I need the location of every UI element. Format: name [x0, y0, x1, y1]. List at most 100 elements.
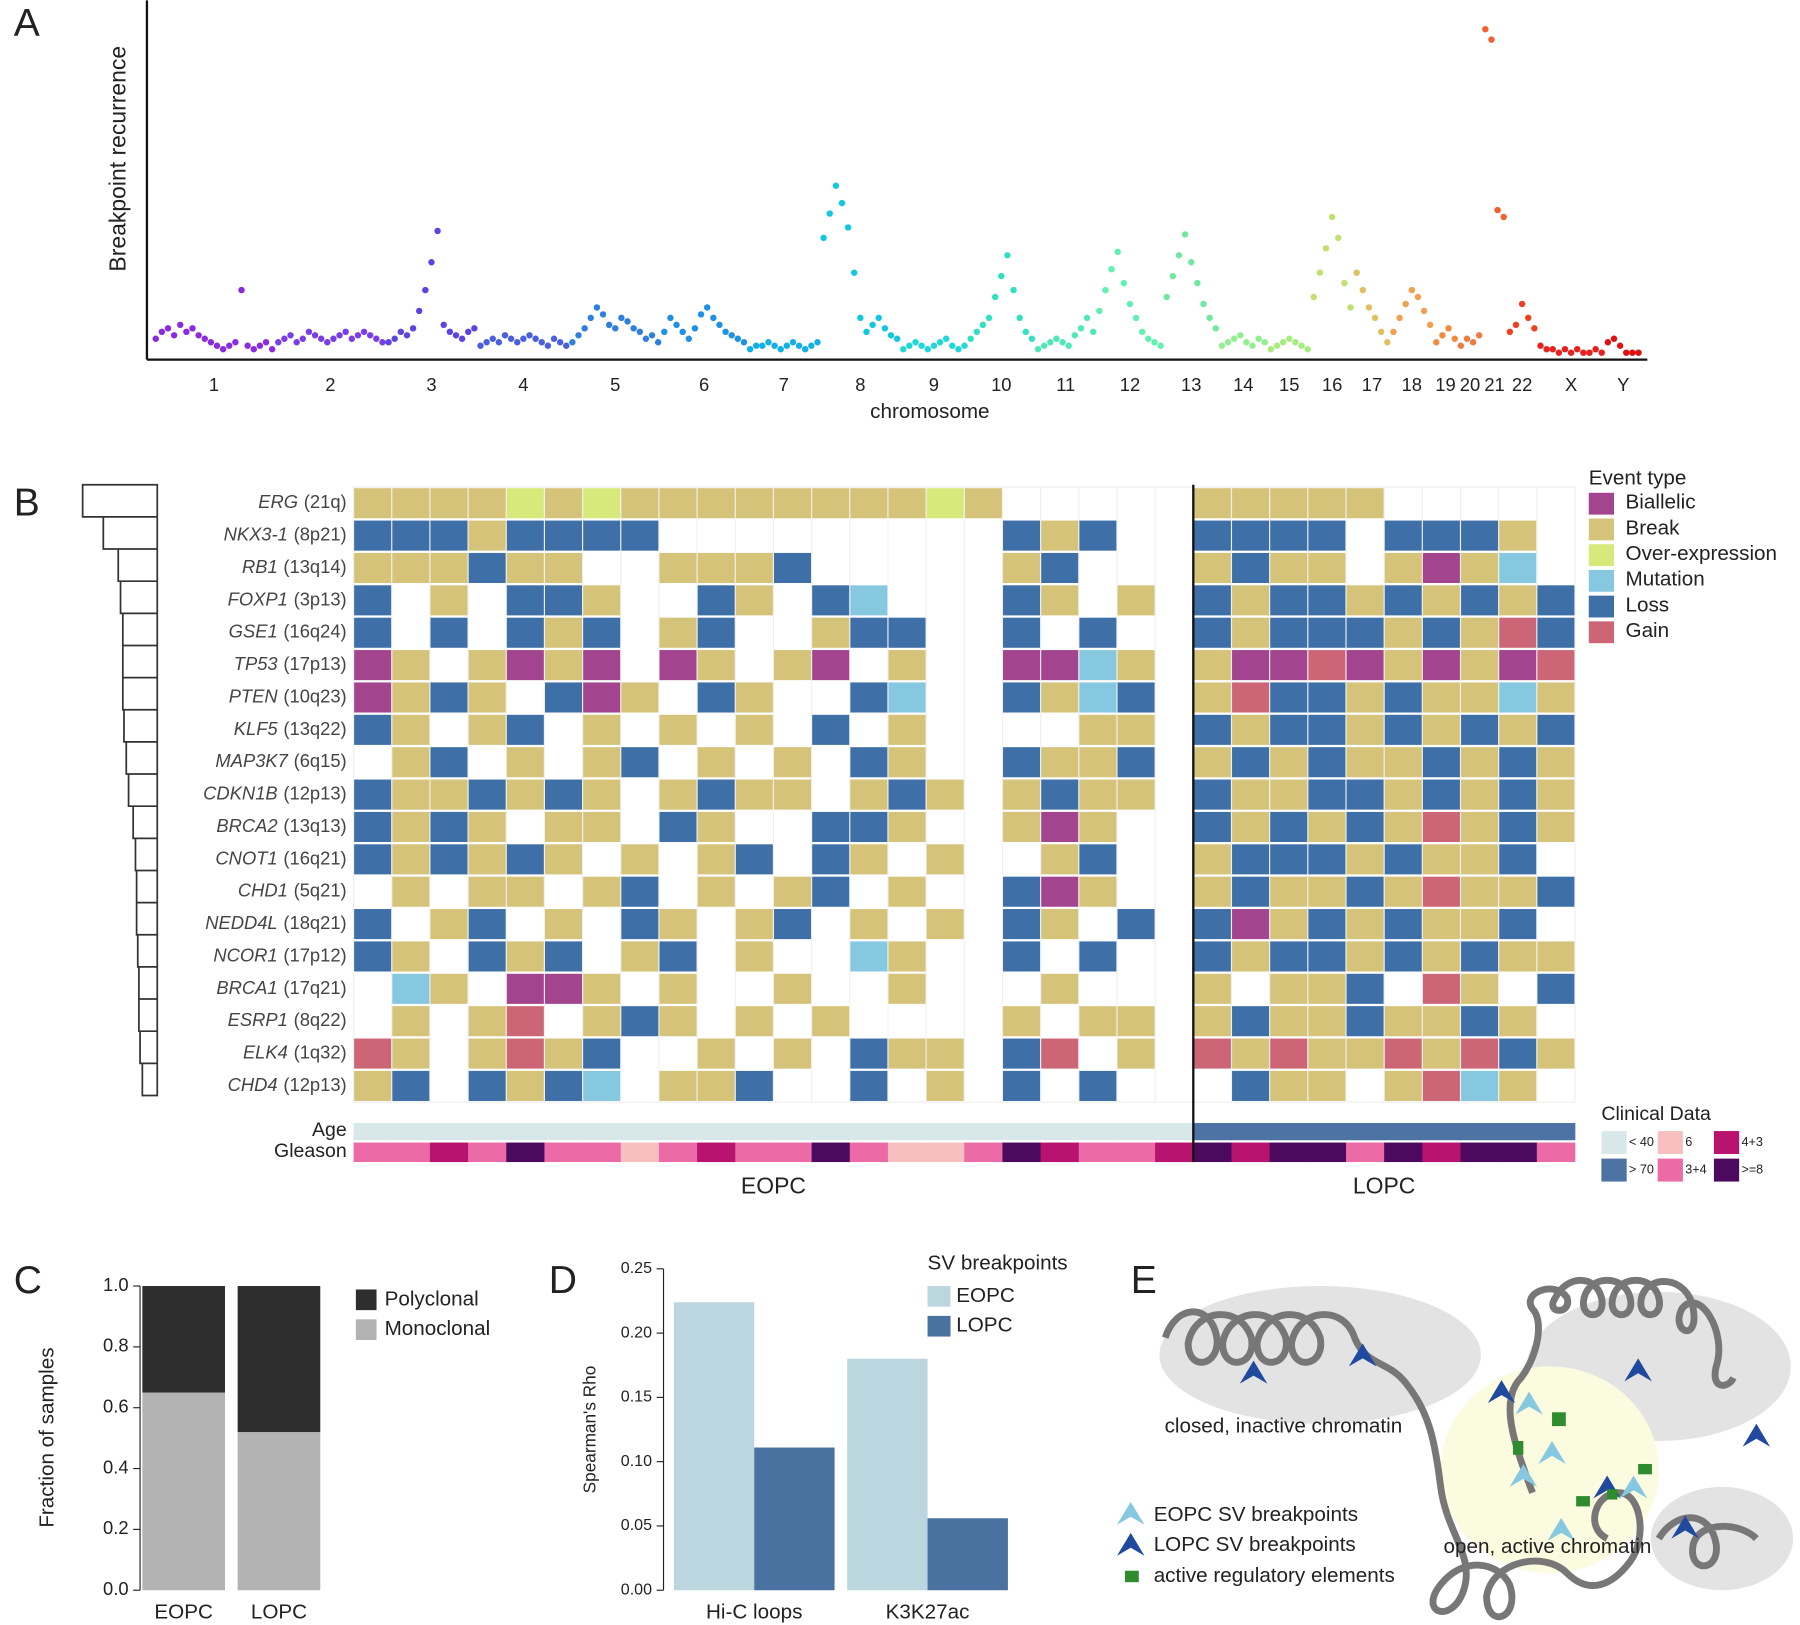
gene-locus: (12p13) — [283, 1074, 346, 1095]
gene-name: CHD1 — [238, 880, 288, 901]
event-cell — [735, 941, 773, 972]
gene-locus: (16q21) — [283, 847, 346, 868]
event-cell — [1422, 941, 1460, 972]
event-cell — [1537, 811, 1575, 843]
event-cell — [888, 779, 926, 810]
point — [1194, 279, 1201, 287]
age-cell — [658, 1123, 698, 1141]
age-cell — [429, 1123, 469, 1141]
gene-label: ERG (21q) — [258, 491, 346, 512]
point — [906, 342, 913, 349]
event-cell — [354, 811, 392, 843]
event-cell — [1117, 1038, 1155, 1069]
point — [1316, 269, 1324, 276]
point — [1261, 339, 1268, 346]
gleason-cell — [1384, 1142, 1423, 1163]
closed-region — [1650, 1486, 1794, 1591]
point — [409, 325, 417, 332]
event-cell — [1422, 682, 1460, 713]
event-cell — [1384, 682, 1422, 713]
point — [1188, 259, 1195, 266]
gene-label: PTEN (10q23) — [229, 685, 347, 706]
gene-locus: (13q22) — [283, 718, 346, 739]
point — [802, 345, 809, 353]
age-cell — [391, 1123, 431, 1141]
legend-swatch — [927, 1315, 951, 1337]
point — [1475, 332, 1483, 339]
bar-segment — [142, 1392, 225, 1591]
event-cell — [1041, 520, 1079, 551]
event-cell — [697, 552, 735, 584]
point — [311, 332, 319, 339]
event-cell — [1193, 682, 1231, 713]
point — [599, 311, 607, 318]
cohort-label: LOPC — [1353, 1172, 1415, 1198]
event-cell — [1003, 585, 1041, 616]
legend-swatch — [1713, 1158, 1740, 1182]
point — [942, 335, 950, 342]
gene-locus: (6q15) — [294, 750, 347, 771]
legend-swatch — [355, 1319, 377, 1340]
point — [465, 328, 472, 336]
event-cell — [697, 585, 735, 616]
event-cell — [774, 488, 812, 519]
point — [924, 345, 931, 353]
point — [783, 342, 791, 349]
event-cell — [354, 488, 392, 519]
event-cell — [1079, 650, 1117, 681]
legend-title: Clinical Data — [1601, 1103, 1711, 1125]
gleason-cell — [1002, 1142, 1041, 1163]
point — [1426, 321, 1434, 329]
event-cell — [1422, 1006, 1460, 1037]
event-cell — [1232, 488, 1270, 519]
event-cell — [888, 941, 926, 972]
event-cell — [1003, 941, 1041, 972]
event-cell — [430, 552, 468, 584]
gene-locus: (13q13) — [283, 815, 346, 836]
event-cell — [1232, 1070, 1270, 1101]
panel-letter: A — [14, 2, 40, 45]
legend-swatch — [927, 1286, 951, 1307]
age-cell — [582, 1123, 622, 1141]
legend-label: Biallelic — [1626, 491, 1696, 514]
point — [844, 224, 852, 231]
event-cell — [888, 811, 926, 843]
point — [1567, 349, 1575, 356]
event-cell — [774, 973, 812, 1004]
point — [1408, 286, 1416, 294]
legend-label: < 40 — [1629, 1135, 1654, 1149]
event-cell — [354, 714, 392, 745]
gene-label: CHD4 (12p13) — [228, 1074, 347, 1095]
bar — [754, 1447, 835, 1591]
event-cell — [430, 617, 468, 648]
event-cell — [1346, 617, 1384, 648]
point — [691, 325, 699, 332]
event-cell — [850, 682, 888, 713]
point — [317, 335, 325, 342]
gene-label: MAP3K7 (6q15) — [215, 750, 346, 771]
event-cell — [1384, 1038, 1422, 1069]
event-cell — [1003, 811, 1041, 843]
point — [765, 339, 772, 346]
event-cell — [392, 973, 430, 1004]
event-cell — [506, 617, 544, 648]
event-cell — [621, 941, 659, 972]
point — [366, 332, 374, 339]
event-cell — [1461, 585, 1499, 616]
event-cell — [1232, 747, 1270, 778]
event-cell — [1079, 747, 1117, 778]
gleason-cell — [1498, 1142, 1538, 1163]
event-cell — [1537, 747, 1575, 778]
point — [746, 345, 754, 353]
point — [1047, 339, 1054, 346]
event-cell — [1232, 552, 1270, 584]
event-cell — [468, 1070, 506, 1101]
point — [710, 314, 717, 322]
gene-locus: (18q21) — [283, 912, 346, 933]
event-cell — [1232, 1038, 1270, 1069]
point — [1610, 335, 1618, 342]
age-cell — [735, 1123, 774, 1141]
event-cell — [1232, 941, 1270, 972]
point — [789, 339, 797, 346]
legend-lopc-marker — [1116, 1532, 1145, 1556]
